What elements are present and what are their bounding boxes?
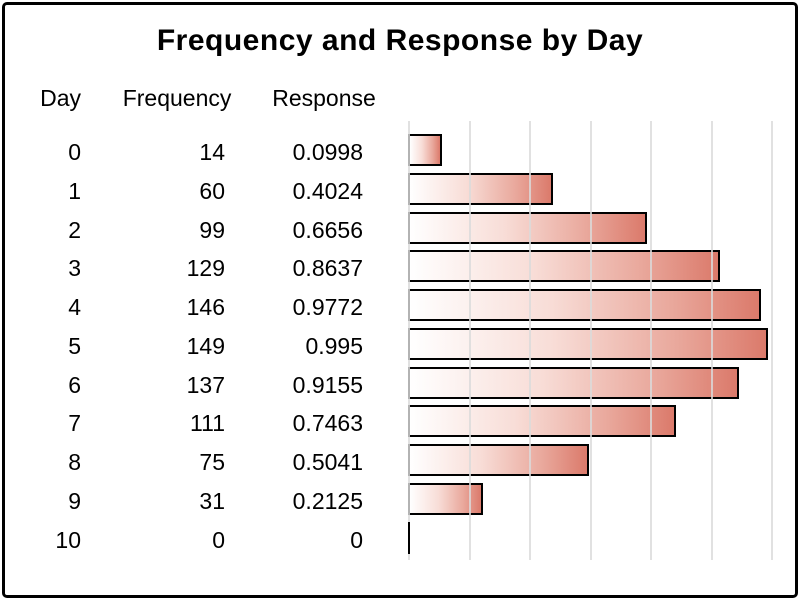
frequency-bar xyxy=(408,172,553,205)
cell-response: 0.6656 xyxy=(292,216,363,243)
table-row: 6 137 0.9155 xyxy=(0,366,363,404)
frequency-bar xyxy=(408,405,676,438)
table-row: 3 129 0.8637 xyxy=(0,249,363,287)
cell-day: 2 xyxy=(68,216,81,243)
cell-response: 0.995 xyxy=(305,332,363,359)
table-row: 5 149 0.995 xyxy=(0,327,363,365)
table-header-row: Day Frequency Response xyxy=(0,79,376,117)
cell-day: 8 xyxy=(68,449,81,475)
cell-frequency: 129 xyxy=(186,255,225,282)
table-row: 9 31 0.2125 xyxy=(0,482,363,520)
cell-response: 0.8637 xyxy=(292,255,363,282)
frequency-bar xyxy=(408,211,647,244)
zero-value-tick xyxy=(408,521,410,554)
cell-response: 0.5041 xyxy=(292,449,363,475)
table-row: 7 111 0.7463 xyxy=(0,404,363,442)
chart-title: Frequency and Response by Day xyxy=(156,24,644,57)
cell-response: 0.7463 xyxy=(292,410,363,437)
gridline xyxy=(650,121,653,560)
frequency-bar xyxy=(408,289,761,321)
table-row: 1 60 0.4024 xyxy=(0,172,363,210)
frequency-bar xyxy=(408,327,768,360)
cell-response: 0.2125 xyxy=(292,487,363,514)
cell-day: 1 xyxy=(68,177,81,204)
cell-day: 9 xyxy=(68,487,81,514)
gridline xyxy=(408,121,411,560)
gridline xyxy=(468,121,471,560)
cell-frequency: 31 xyxy=(199,487,225,514)
gridline xyxy=(589,121,592,560)
frequency-bar xyxy=(408,482,483,515)
cell-frequency: 75 xyxy=(199,449,225,475)
cell-frequency: 0 xyxy=(212,526,225,553)
cell-day: 0 xyxy=(68,139,81,165)
table-row: 4 146 0.9772 xyxy=(0,288,363,326)
cell-frequency: 146 xyxy=(186,294,225,320)
table-row: 2 99 0.6656 xyxy=(0,211,363,249)
cell-frequency: 149 xyxy=(186,332,225,359)
frequency-bar xyxy=(408,134,442,166)
table-row: 8 75 0.5041 xyxy=(0,443,363,481)
table-row: 10 0 0 xyxy=(0,521,363,559)
cell-response: 0.9155 xyxy=(292,371,363,398)
cell-day: 7 xyxy=(68,410,81,437)
cell-frequency: 111 xyxy=(190,410,225,437)
gridline xyxy=(529,121,532,560)
cell-response: 0.4024 xyxy=(292,177,363,204)
cell-day: 6 xyxy=(68,371,81,398)
cell-response: 0.0998 xyxy=(292,139,363,165)
cell-frequency: 137 xyxy=(186,371,225,398)
cell-response: 0 xyxy=(350,526,363,553)
header-response: Response xyxy=(272,85,376,111)
cell-frequency: 14 xyxy=(199,139,225,165)
frequency-bar xyxy=(408,366,739,399)
cell-day: 5 xyxy=(68,332,81,359)
cell-response: 0.9772 xyxy=(292,294,363,320)
table-row: 0 14 0.0998 xyxy=(0,133,363,171)
gridline xyxy=(710,121,713,560)
cell-frequency: 60 xyxy=(199,177,225,204)
cell-day: 4 xyxy=(68,294,81,320)
cell-frequency: 99 xyxy=(199,216,225,243)
header-day: Day xyxy=(40,85,81,111)
cell-day: 3 xyxy=(68,255,81,282)
gridline xyxy=(771,121,774,560)
frequency-bar xyxy=(408,250,720,283)
cell-day: 10 xyxy=(55,526,81,553)
header-frequency: Frequency xyxy=(122,85,232,111)
frequency-bar xyxy=(408,444,589,476)
